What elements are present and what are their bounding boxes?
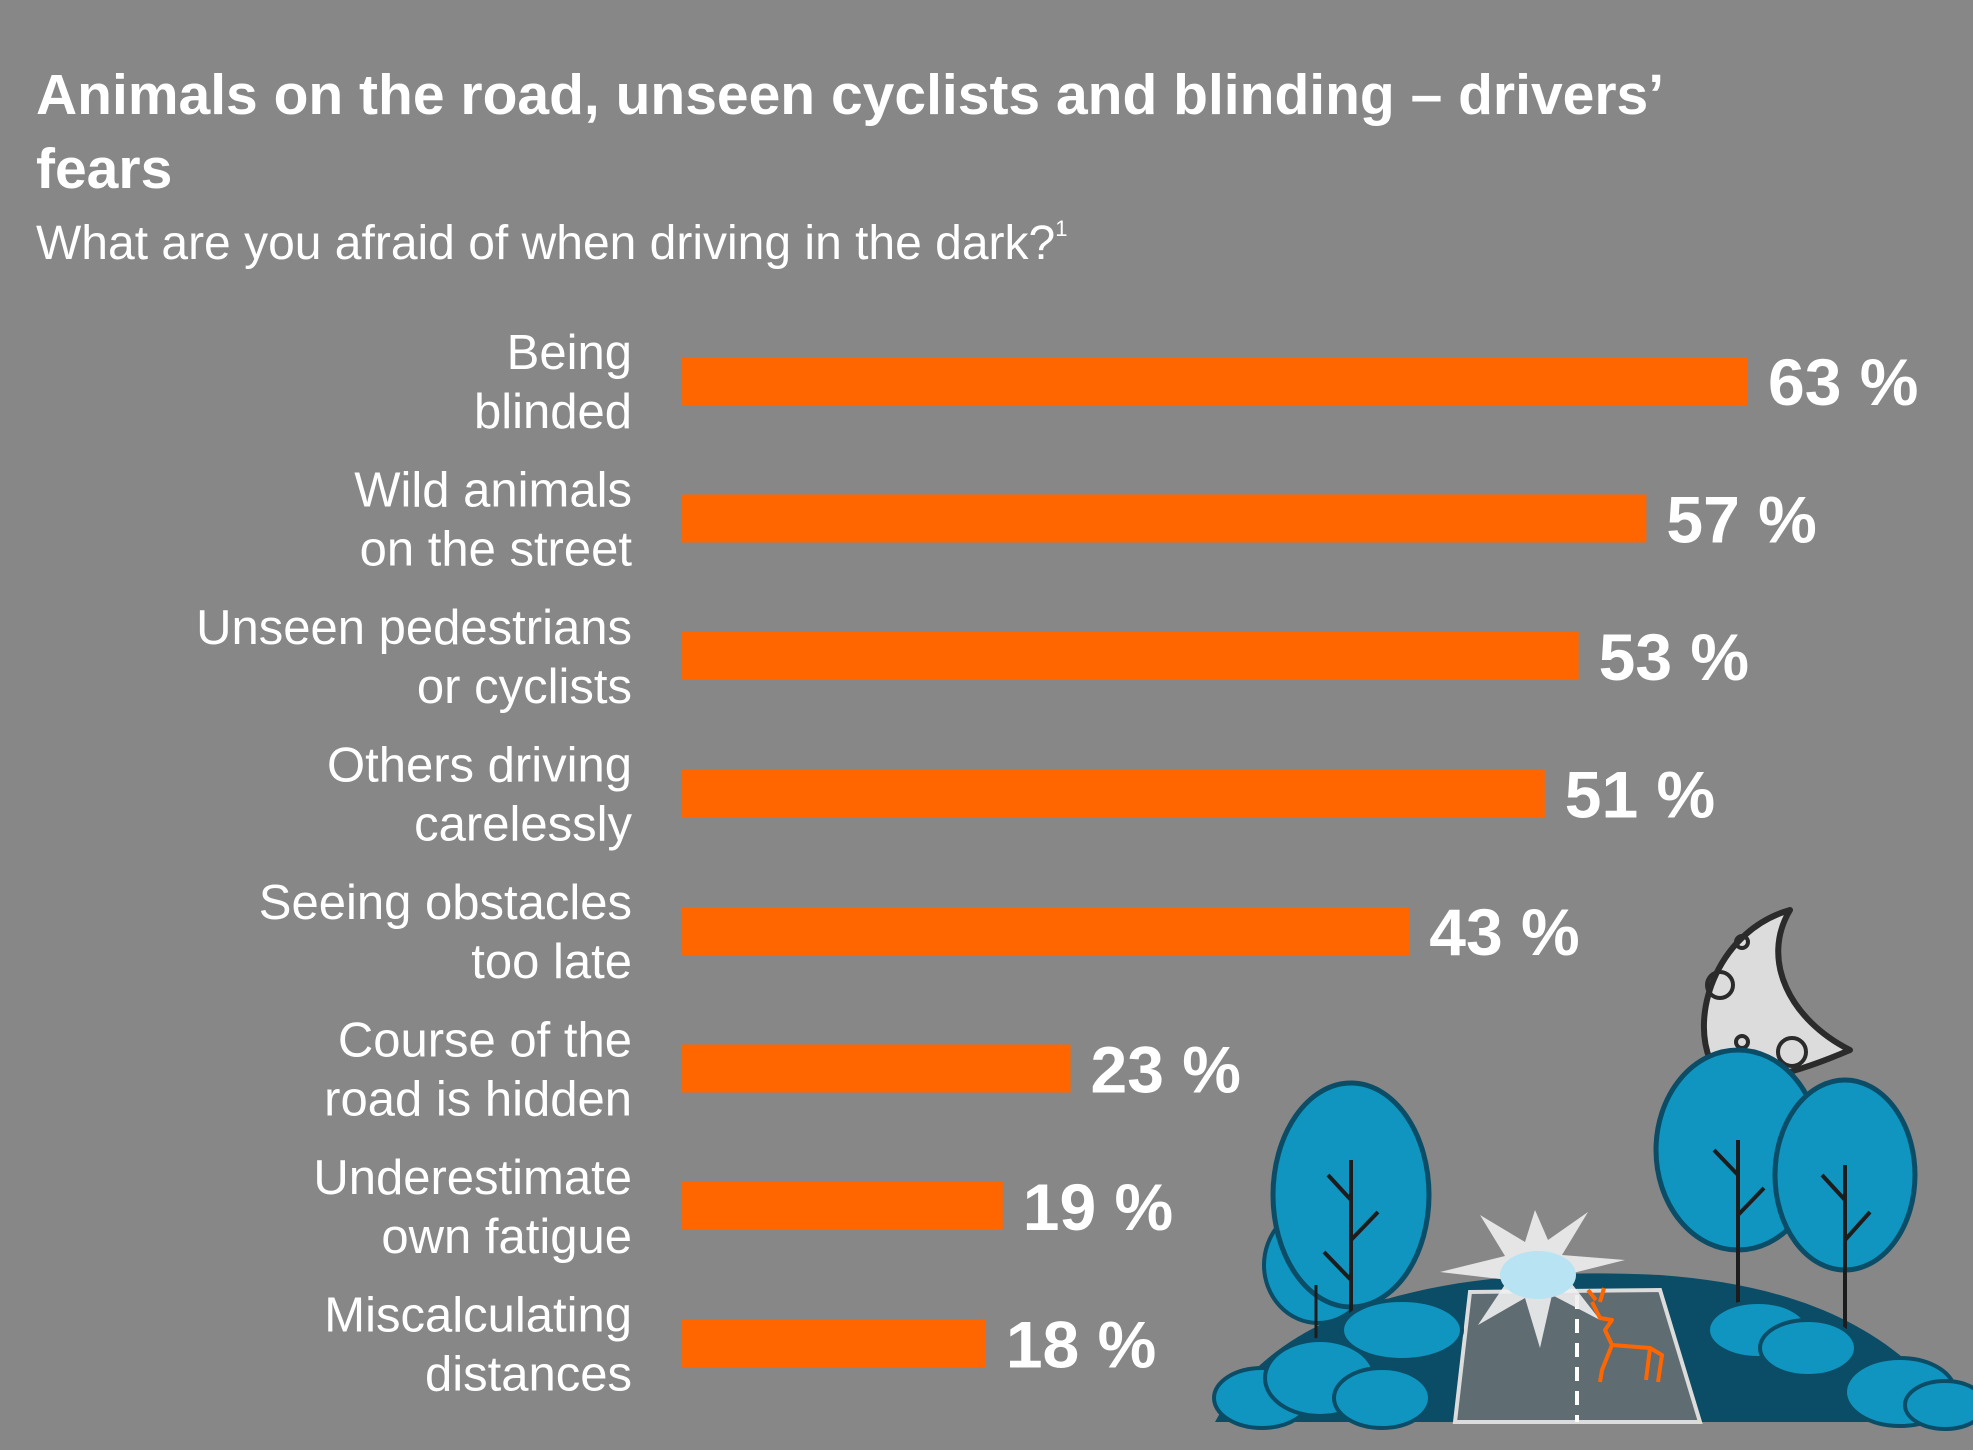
value-label-3: 53 % [1599,620,1749,694]
category-label-line: Being [507,326,632,380]
value-label-4: 51 % [1565,758,1715,832]
bush-shapes [1212,1298,1973,1431]
category-label-8: Miscalculating distances [324,1289,632,1402]
bar-5 [681,907,1410,955]
chart-title: Animals on the road, unseen cyclists and… [36,63,1661,201]
category-label-4: Others driving carelessly [327,739,633,852]
category-label-line: or cyclists [417,660,632,714]
bar-6 [681,1044,1071,1093]
value-label-5: 43 % [1429,895,1579,969]
tree-icon [1262,1080,1432,1390]
bar-3 [681,632,1579,680]
subtitle-text: What are you afraid of when driving in t… [36,217,1056,270]
category-label-line: Unseen pedestrians [196,601,632,655]
bar-8 [681,1319,986,1368]
value-label-1: 63 % [1768,345,1918,419]
category-label-line: Course of the [338,1014,632,1068]
bar-2 [681,494,1647,543]
category-label-line: Miscalculating [324,1289,632,1343]
category-label-line: Seeing obstacles [259,876,632,930]
category-label-7: Underestimate own fatigue [313,1151,632,1264]
road-icon [1452,1287,1703,1424]
value-label-8: 18 % [1006,1308,1156,1382]
category-label-2: Wild animals on the street [354,464,632,577]
tree-icon [1653,1047,1918,1330]
bars-layer: 63 % Being blinded 57 % Wild animals on the s… [196,326,1918,1402]
category-label-1: Being blinded [474,326,632,439]
headlight-glare-icon [1440,1210,1625,1348]
bar-1 [681,357,1748,405]
category-label-line: Wild animals [354,464,632,518]
category-label-line: carelessly [414,798,632,852]
category-label-line: road is hidden [324,1073,632,1127]
chart-subtitle: What are you afraid of when driving in t… [36,207,1067,272]
value-label-6: 23 % [1091,1033,1241,1107]
category-label-6: Course of the road is hidden [324,1014,632,1127]
category-label-5: Seeing obstacles too late [259,876,632,989]
value-label-2: 57 % [1666,483,1816,557]
category-label-3: Unseen pedestrians or cyclists [196,601,632,714]
bar-7 [681,1182,1003,1230]
category-label-line: distances [425,1348,632,1402]
category-label-line: blinded [474,385,632,439]
category-label-line: too late [471,935,632,989]
value-label-7: 19 % [1023,1170,1173,1244]
category-label-line: Underestimate [313,1151,632,1205]
category-label-line: own fatigue [381,1210,632,1264]
footnote-marker: 1 [1055,216,1068,241]
night-road-illustration [1212,907,1973,1431]
deer-icon [1586,1287,1664,1383]
bar-4 [681,769,1545,818]
category-label-line: on the street [360,523,633,577]
category-label-line: Others driving [327,739,632,793]
